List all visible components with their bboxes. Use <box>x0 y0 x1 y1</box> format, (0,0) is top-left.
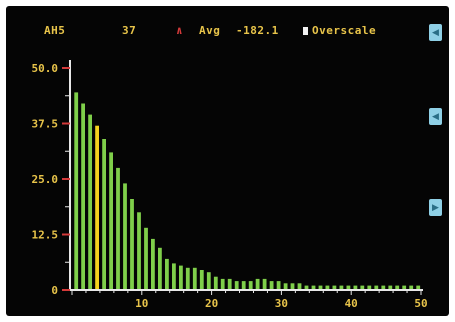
bar <box>227 278 232 290</box>
step-left-button[interactable]: ◀ <box>429 108 442 125</box>
y-tick-label: 25.0 <box>32 173 59 186</box>
y-tick-label: 12.5 <box>32 229 59 242</box>
bar <box>109 152 113 290</box>
overscale-label: Overscale <box>312 24 377 37</box>
bar <box>88 114 92 290</box>
bar <box>409 285 414 290</box>
bar <box>290 283 295 290</box>
histogram-chart: 0 12.5 25.0 37.5 50.0 10 20 30 40 50 <box>32 60 428 310</box>
bar <box>374 285 379 290</box>
bar <box>213 276 218 290</box>
bar <box>388 285 393 290</box>
x-tick-label: 20 <box>205 297 218 310</box>
x-tick-label: 40 <box>345 297 358 310</box>
bar <box>102 139 106 290</box>
bar <box>165 258 169 290</box>
bar <box>304 285 309 290</box>
bar <box>360 285 365 290</box>
bar <box>395 285 400 290</box>
bar <box>262 278 267 290</box>
bar <box>74 92 79 291</box>
bar <box>283 283 288 290</box>
bar <box>199 270 204 290</box>
x-tick-label: 10 <box>135 297 148 310</box>
bar <box>185 267 190 290</box>
bar <box>206 272 211 290</box>
axes-group <box>65 60 423 295</box>
bar <box>220 278 225 290</box>
avg-value: -182.1 <box>236 24 279 37</box>
bar <box>311 285 316 290</box>
y-tick-label: 50.0 <box>32 62 59 75</box>
bar <box>381 285 386 290</box>
bar <box>144 227 148 290</box>
overscale-legend: Overscale <box>303 24 376 37</box>
bar <box>179 265 183 290</box>
parameter-value: 37 <box>122 24 137 37</box>
bar <box>255 278 260 290</box>
y-tick-label: 0 <box>51 284 58 297</box>
bar <box>172 263 176 290</box>
bar <box>158 247 162 290</box>
x-tick-label: 30 <box>275 297 288 310</box>
bar <box>234 281 239 290</box>
avg-label: Avg <box>199 24 221 37</box>
bar <box>346 285 351 290</box>
histogram-screen: AH5 37 ∧ Avg -182.1 Overscale ◀ ◀ ▶ 0 12.… <box>6 6 449 316</box>
bar <box>241 281 246 290</box>
step-right-button[interactable]: ▶ <box>429 199 442 216</box>
scroll-left-button[interactable]: ◀ <box>429 24 442 41</box>
bar <box>123 183 127 290</box>
ticks-group: 0 12.5 25.0 37.5 50.0 10 20 30 40 50 <box>32 62 428 310</box>
bar <box>297 283 302 290</box>
bars-group <box>74 92 421 291</box>
bar <box>402 285 407 290</box>
bar <box>276 281 281 290</box>
bar <box>367 285 372 290</box>
chevron-left-icon: ◀ <box>432 111 439 122</box>
overscale-swatch-icon <box>303 27 308 35</box>
bar <box>318 285 323 290</box>
bar <box>353 285 358 290</box>
y-tick-label: 37.5 <box>32 118 59 131</box>
bar <box>81 103 85 290</box>
chevron-left-icon: ◀ <box>432 27 439 38</box>
avg-marker-icon: ∧ <box>176 24 184 37</box>
chevron-right-icon: ▶ <box>432 202 439 213</box>
bar <box>137 212 141 290</box>
bar <box>130 199 134 290</box>
bar <box>269 281 274 290</box>
bar <box>151 238 155 290</box>
bar <box>248 281 253 290</box>
bar <box>325 285 330 290</box>
bar <box>116 167 120 290</box>
bar <box>192 267 197 290</box>
highlighted-bar <box>95 125 99 290</box>
bar <box>339 285 344 290</box>
bar <box>332 285 337 290</box>
x-tick-label: 50 <box>414 297 427 310</box>
bar <box>416 285 421 290</box>
parameter-name: AH5 <box>44 24 66 37</box>
